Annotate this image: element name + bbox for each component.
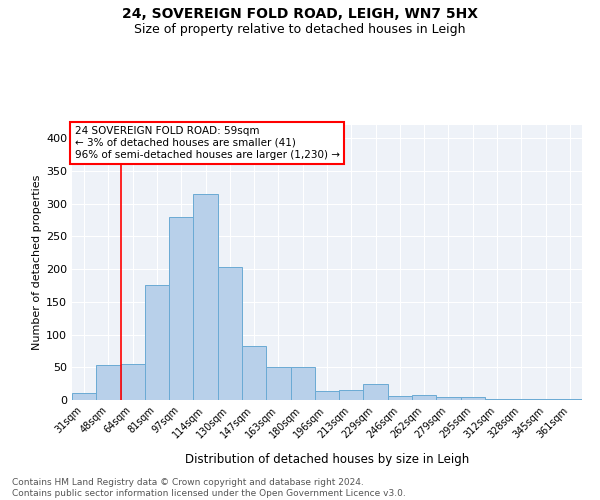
Text: Size of property relative to detached houses in Leigh: Size of property relative to detached ho…	[134, 22, 466, 36]
Bar	[388, 396, 412, 400]
Bar	[121, 364, 145, 400]
Text: 24 SOVEREIGN FOLD ROAD: 59sqm
← 3% of detached houses are smaller (41)
96% of se: 24 SOVEREIGN FOLD ROAD: 59sqm ← 3% of de…	[74, 126, 340, 160]
Bar	[218, 267, 242, 400]
Bar	[290, 368, 315, 400]
Bar	[339, 390, 364, 400]
Bar	[145, 286, 169, 400]
Bar	[72, 394, 96, 400]
Bar	[193, 194, 218, 400]
Bar	[315, 391, 339, 400]
Text: Distribution of detached houses by size in Leigh: Distribution of detached houses by size …	[185, 452, 469, 466]
Bar	[242, 346, 266, 400]
Bar	[364, 384, 388, 400]
Bar	[266, 368, 290, 400]
Bar	[169, 216, 193, 400]
Text: 24, SOVEREIGN FOLD ROAD, LEIGH, WN7 5HX: 24, SOVEREIGN FOLD ROAD, LEIGH, WN7 5HX	[122, 8, 478, 22]
Text: Contains HM Land Registry data © Crown copyright and database right 2024.
Contai: Contains HM Land Registry data © Crown c…	[12, 478, 406, 498]
Bar	[558, 398, 582, 400]
Y-axis label: Number of detached properties: Number of detached properties	[32, 175, 42, 350]
Bar	[436, 398, 461, 400]
Bar	[461, 396, 485, 400]
Bar	[96, 366, 121, 400]
Bar	[412, 395, 436, 400]
